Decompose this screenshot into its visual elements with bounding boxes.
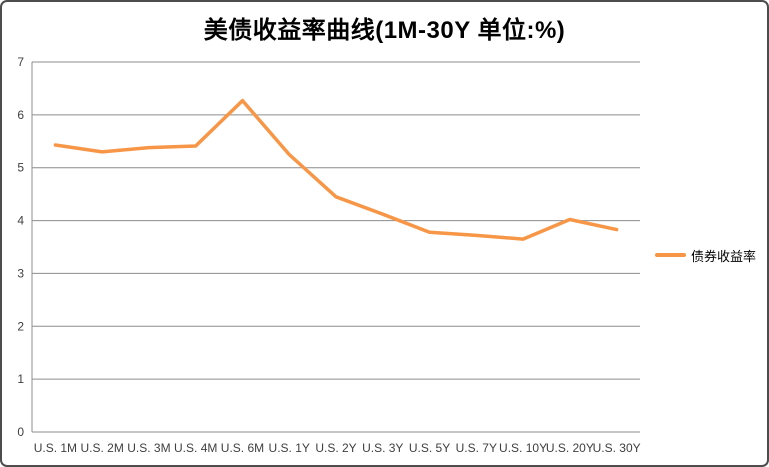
x-tick-label: U.S. 3Y: [362, 441, 403, 455]
x-tick-label: U.S. 2Y: [315, 441, 356, 455]
x-tick-label: U.S. 1Y: [269, 441, 310, 455]
x-tick-label: U.S. 6M: [221, 441, 264, 455]
x-tick-label: U.S. 3M: [127, 441, 170, 455]
y-tick-label: 5: [17, 161, 24, 175]
yield-line-series: [53, 98, 619, 241]
chart-title: 美债收益率曲线(1M-30Y 单位:%): [203, 17, 566, 44]
x-tick-label: U.S. 2M: [80, 441, 123, 455]
x-tick-label: U.S. 30Y: [593, 441, 641, 455]
x-tick-label: U.S. 10Y: [499, 441, 547, 455]
x-tick-label: U.S. 1M: [34, 441, 77, 455]
y-tick-label: 6: [17, 108, 24, 122]
y-tick-label: 0: [17, 425, 24, 439]
y-tick-label: 4: [17, 214, 24, 228]
legend-line-marker: [655, 253, 686, 257]
x-tick-label: U.S. 5Y: [409, 441, 450, 455]
y-tick-label: 3: [17, 266, 24, 280]
y-tick-label: 7: [17, 55, 24, 69]
x-tick-label: U.S. 4M: [174, 441, 217, 455]
y-tick-label: 2: [17, 319, 24, 333]
y-tick-label: 1: [17, 372, 24, 386]
legend-series-label: 债券收益率: [691, 248, 757, 264]
chart-legend: 债券收益率: [655, 247, 757, 264]
x-tick-label: U.S. 7Y: [456, 441, 497, 455]
x-tick-label: U.S. 20Y: [546, 441, 594, 455]
